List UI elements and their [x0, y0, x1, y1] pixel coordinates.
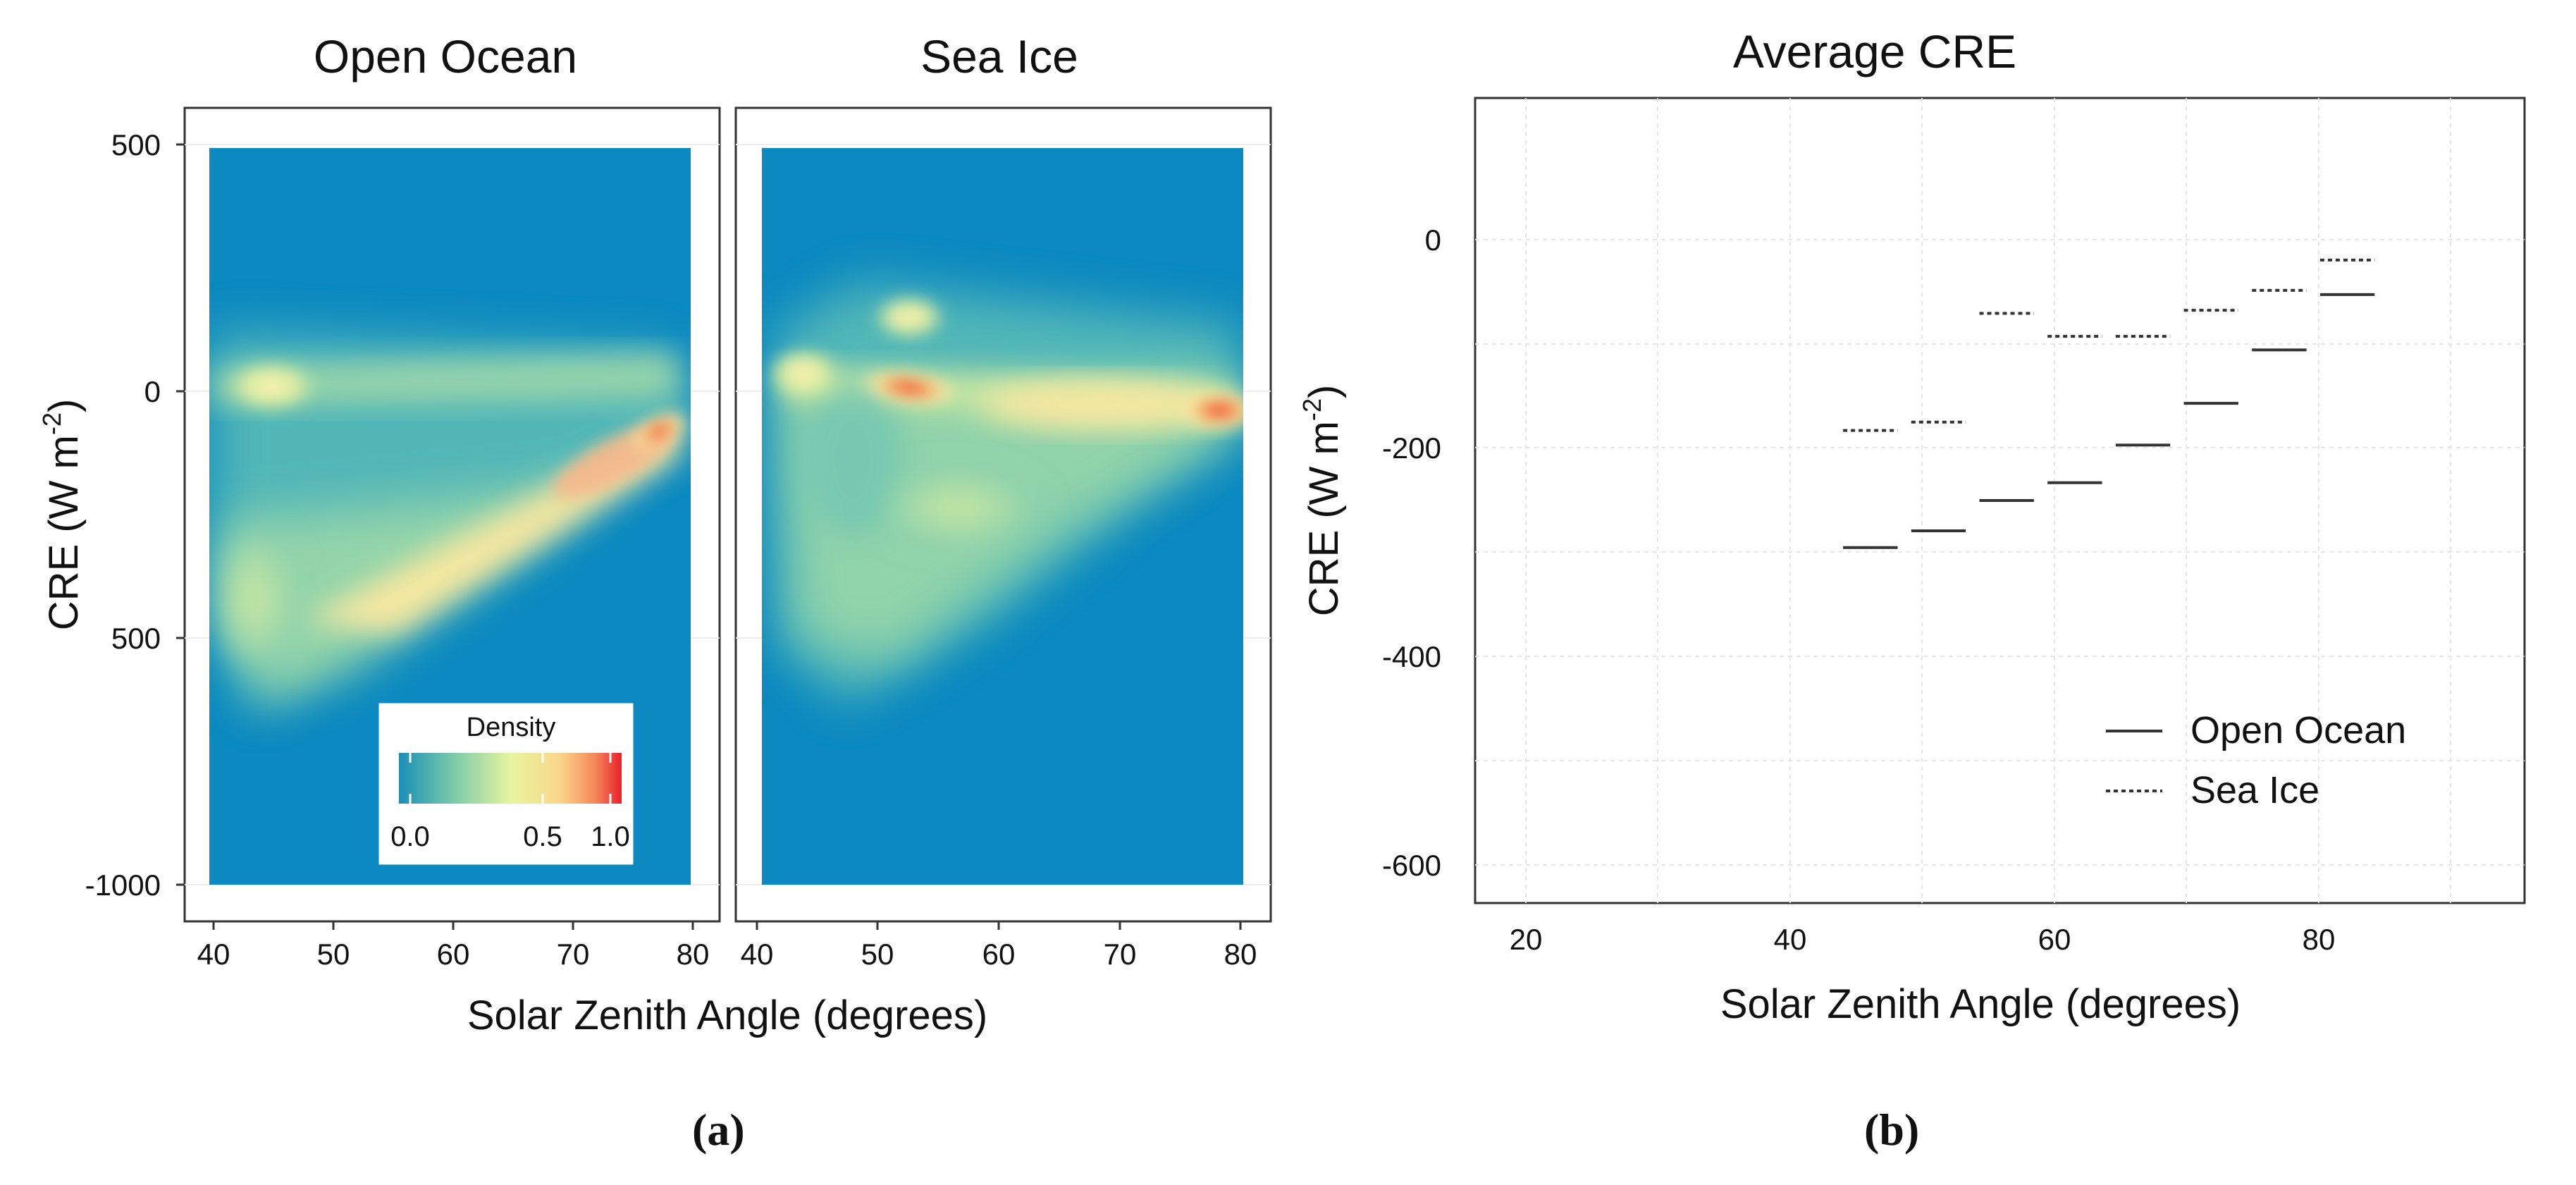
- panel-a-x-ticks-right: 40 50 60 70 80: [741, 938, 1257, 971]
- average-cre-y-ticks: 0 -200 -400 -600: [1382, 223, 1441, 882]
- x-tick-label: 70: [557, 938, 590, 971]
- average-cre-marks: [1843, 258, 2375, 549]
- density-color-scale: [399, 753, 622, 804]
- panel-a-y-ticks: 500 0 500 -1000: [85, 128, 161, 902]
- x-tick-label: 50: [317, 938, 350, 971]
- y-tick-label: 500: [111, 128, 161, 161]
- x-tick-label: 40: [197, 938, 230, 971]
- panel-a-x-axis-label: Solar Zenith Angle (degrees): [467, 993, 987, 1038]
- panel-a-y-axis-label: CRE (W m-2): [37, 399, 87, 630]
- panel-a-x-ticks-left: 40 50 60 70 80: [197, 938, 710, 971]
- panel-a-label: (a): [692, 1105, 745, 1155]
- density-legend-title: Density: [467, 713, 556, 742]
- legend-label: Sea Ice: [2190, 769, 2319, 811]
- panel-b-label: (b): [1864, 1105, 1920, 1155]
- x-tick-label: 60: [2038, 923, 2071, 956]
- x-tick-label: 60: [982, 938, 1016, 971]
- x-tick-label: 60: [437, 938, 470, 971]
- y-tick-label: -600: [1382, 849, 1441, 882]
- panel-a-axes: 500 0 500 -1000 CRE (W m-2) 40 50 60 70 …: [37, 128, 1257, 1038]
- density-legend: Density 0.0 0.5 1.0: [378, 703, 634, 865]
- average-cre-legend: Open Ocean Sea Ice: [2106, 709, 2406, 811]
- heatmap-open-ocean: Open Ocean Density 0.0: [183, 30, 721, 923]
- y-tick-label: 0: [144, 375, 161, 408]
- line-chart-average-cre: Average CRE 0 -200 -400 -600 20 40 60 80…: [1298, 25, 2526, 1027]
- y-tick-label: 0: [1425, 223, 1441, 257]
- x-tick-label: 80: [2303, 923, 2336, 956]
- x-tick-label: 40: [1774, 923, 1807, 956]
- y-tick-label: 500: [111, 622, 161, 655]
- x-tick-label: 80: [1224, 938, 1257, 971]
- density-tick-label: 0.5: [523, 821, 562, 852]
- density-tick-label: 1.0: [591, 821, 630, 852]
- heatmap-open-ocean-density: [209, 331, 689, 712]
- heatmap-open-ocean-title: Open Ocean: [314, 30, 577, 82]
- average-cre-y-axis-label: CRE (W m-2): [1298, 385, 1347, 616]
- heatmap-sea-ice-title: Sea Ice: [920, 30, 1078, 82]
- heatmap-sea-ice-density: [765, 282, 1243, 705]
- x-tick-label: 20: [1510, 923, 1543, 956]
- x-tick-label: 80: [677, 938, 710, 971]
- average-cre-x-ticks: 20 40 60 80: [1510, 923, 2336, 956]
- average-cre-grid: [1475, 98, 2525, 903]
- x-tick-label: 50: [861, 938, 894, 971]
- y-tick-label: -1000: [85, 868, 161, 902]
- heatmap-sea-ice: Sea Ice: [734, 30, 1272, 923]
- y-tick-label: -400: [1382, 640, 1441, 673]
- x-tick-label: 70: [1104, 938, 1137, 971]
- legend-label: Open Ocean: [2190, 709, 2406, 751]
- density-scale-ticks: [409, 753, 612, 804]
- average-cre-title: Average CRE: [1733, 25, 2016, 78]
- average-cre-x-axis-label: Solar Zenith Angle (degrees): [1720, 981, 2241, 1027]
- y-tick-label: -200: [1382, 431, 1441, 465]
- x-tick-label: 40: [741, 938, 774, 971]
- density-tick-label: 0.0: [390, 821, 430, 852]
